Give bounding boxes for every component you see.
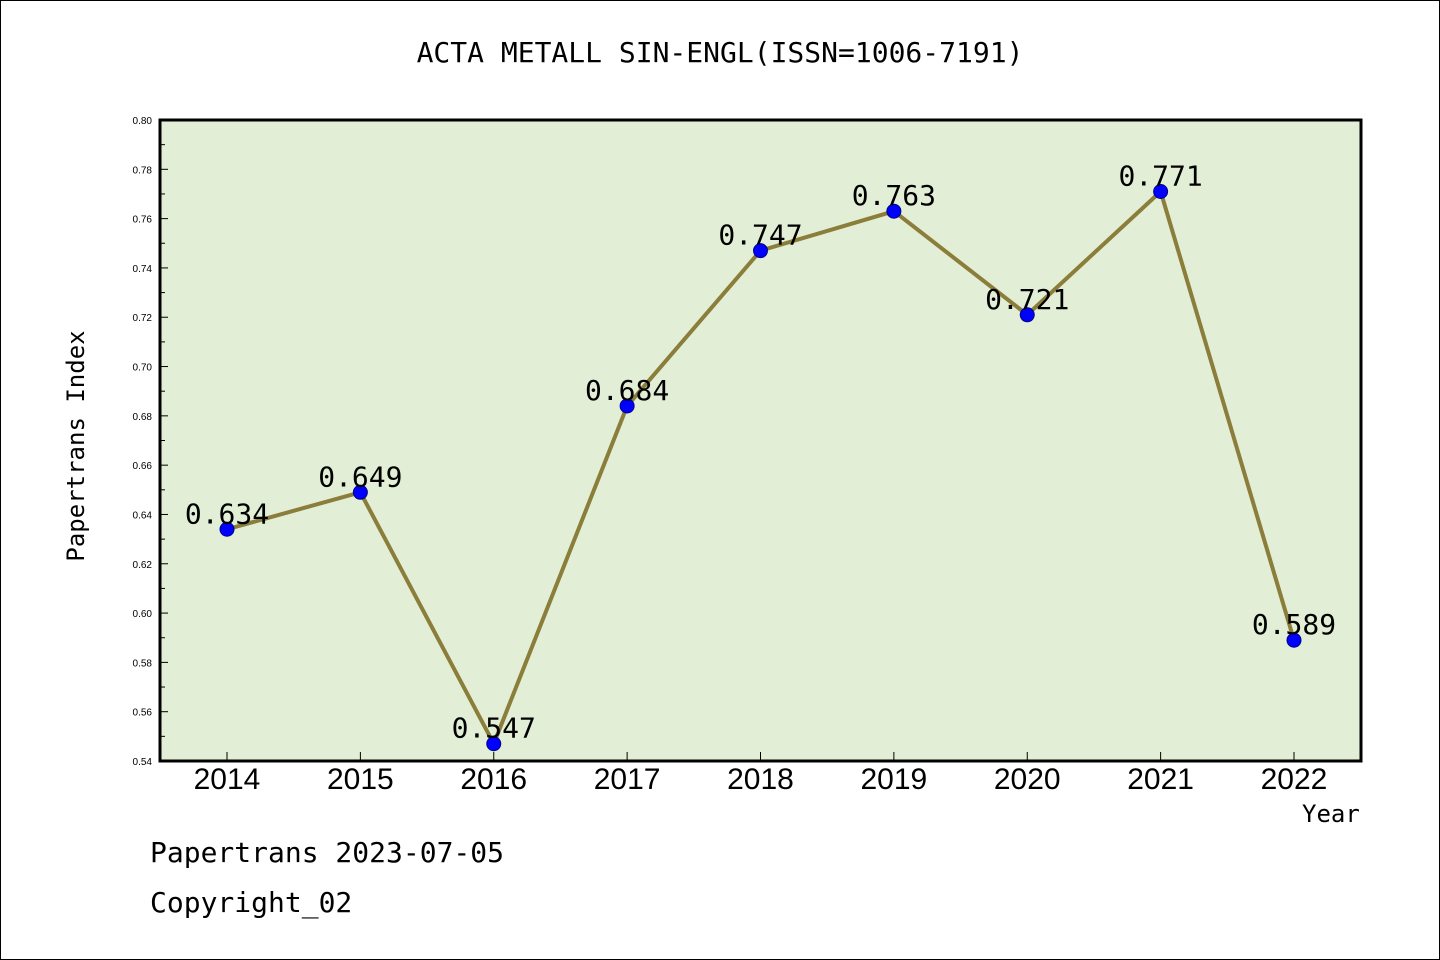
y-tick-label: 0.80 bbox=[133, 116, 153, 127]
data-label: 0.589 bbox=[1252, 608, 1336, 641]
plot-background bbox=[160, 120, 1361, 761]
y-axis: 0.54 0.56 0.58 0.60 0.62 0.64 0.66 0.68 0.70 0.72… bbox=[133, 116, 168, 768]
x-tick-label: 2017 bbox=[594, 763, 661, 796]
y-tick-label: 0.72 bbox=[133, 313, 153, 324]
data-label: 0.684 bbox=[585, 374, 669, 407]
data-label: 0.634 bbox=[185, 497, 269, 530]
x-tick-label: 2021 bbox=[1127, 763, 1194, 796]
y-tick-label: 0.78 bbox=[133, 165, 153, 176]
y-tick-label: 0.58 bbox=[133, 658, 153, 669]
y-tick-label: 0.76 bbox=[133, 215, 153, 226]
x-tick-label: 2022 bbox=[1261, 763, 1328, 796]
data-label: 0.649 bbox=[318, 460, 402, 493]
data-point bbox=[753, 243, 768, 259]
x-tick-label: 2016 bbox=[460, 763, 527, 796]
data-label: 0.763 bbox=[852, 179, 936, 212]
data-label: 0.547 bbox=[452, 712, 536, 745]
y-tick-label: 0.54 bbox=[133, 757, 153, 768]
y-tick-label: 0.68 bbox=[133, 412, 153, 423]
y-tick-label: 0.70 bbox=[133, 363, 153, 374]
data-point bbox=[1153, 183, 1169, 199]
footer-copyright: Copyright_02 bbox=[150, 886, 353, 919]
y-tick-label: 0.74 bbox=[133, 264, 153, 275]
y-tick-label: 0.66 bbox=[133, 461, 153, 472]
y-tick-label: 0.60 bbox=[133, 609, 153, 620]
x-tick-label: 2018 bbox=[727, 763, 794, 796]
data-point bbox=[1019, 307, 1035, 323]
chart-title: ACTA METALL SIN-ENGL(ISSN=1006-7191) bbox=[416, 36, 1024, 69]
x-tick-label: 2015 bbox=[327, 763, 394, 796]
plot-area bbox=[158, 118, 1363, 763]
data-point bbox=[219, 521, 235, 537]
y-tick-label: 0.64 bbox=[133, 510, 153, 521]
x-tick-label: 2020 bbox=[994, 763, 1061, 796]
data-point bbox=[486, 736, 502, 752]
x-tick-label: 2014 bbox=[194, 763, 261, 796]
x-tick-label: 2019 bbox=[861, 763, 928, 796]
footer-date: Papertrans 2023-07-05 bbox=[150, 836, 505, 869]
y-tick-label: 0.62 bbox=[133, 560, 153, 571]
data-point bbox=[886, 203, 902, 219]
y-tick-label: 0.56 bbox=[133, 708, 153, 719]
data-point bbox=[1286, 632, 1302, 648]
data-point bbox=[352, 484, 368, 500]
x-axis-label: Year bbox=[1302, 800, 1360, 828]
data-label: 0.747 bbox=[718, 219, 802, 252]
data-label: 0.771 bbox=[1118, 159, 1202, 192]
x-axis: 2014 2015 2016 2017 2018 2019 2020 2021 2022 bbox=[194, 752, 1328, 796]
data-label-group: 0.634 0.649 0.547 0.684 0.747 0.763 0.721 0.771… bbox=[185, 159, 1336, 744]
marker-group bbox=[219, 183, 1302, 752]
y-axis-label: Papertrans Index bbox=[62, 330, 90, 562]
data-label: 0.721 bbox=[985, 283, 1069, 316]
data-point bbox=[619, 398, 635, 414]
